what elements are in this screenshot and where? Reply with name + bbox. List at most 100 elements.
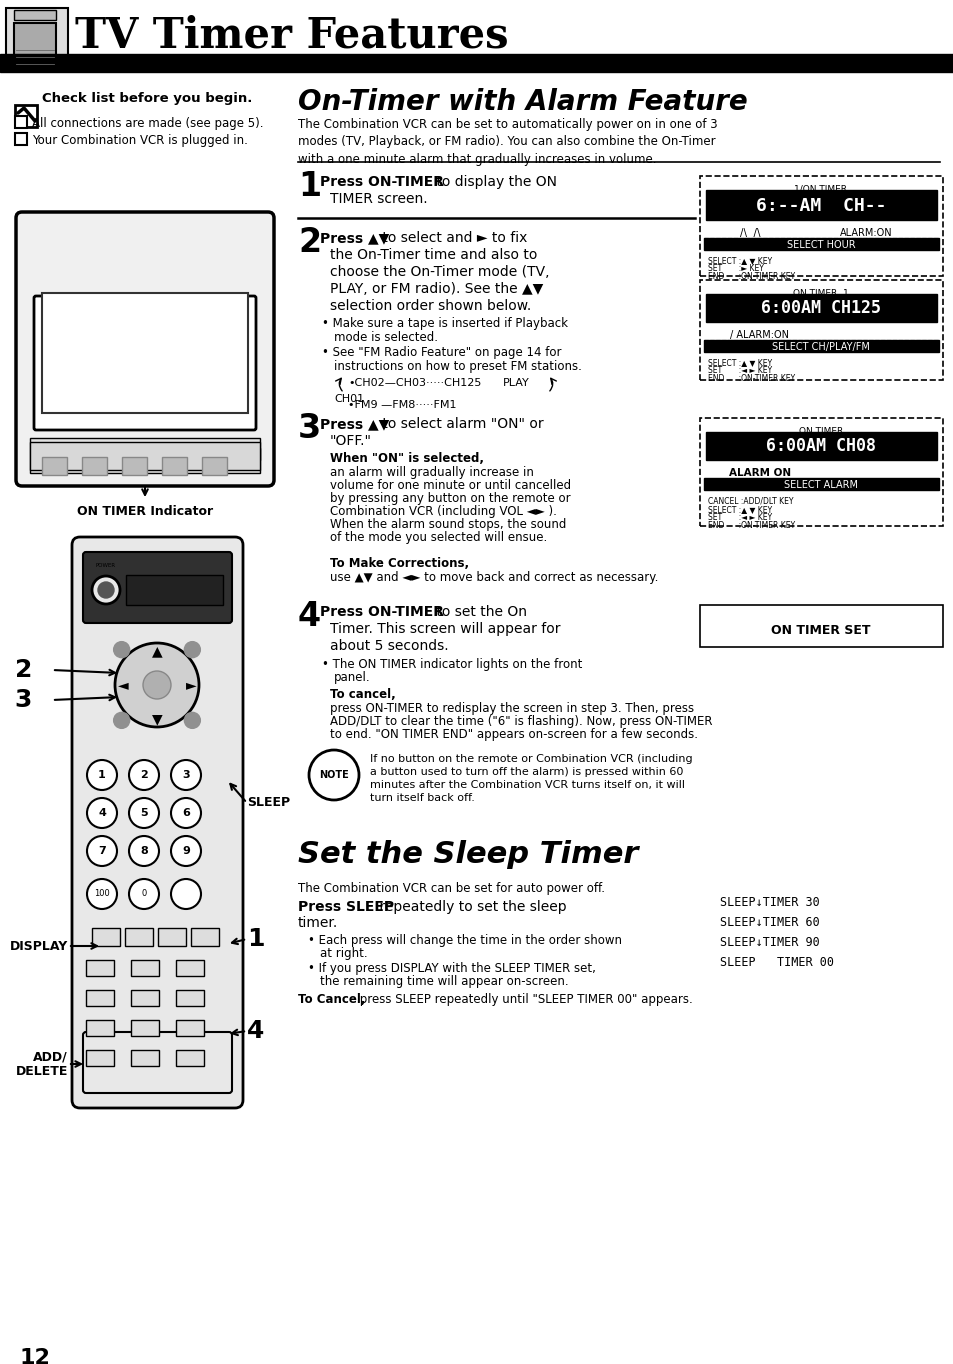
Bar <box>30 442 260 471</box>
Text: choose the On-Timer mode (TV,: choose the On-Timer mode (TV, <box>330 265 549 280</box>
Circle shape <box>113 641 130 657</box>
Text: To Make Corrections,: To Make Corrections, <box>330 557 469 570</box>
Text: When "ON" is selected,: When "ON" is selected, <box>330 451 483 465</box>
Bar <box>703 477 938 490</box>
Text: SLEEP↓TIMER 90: SLEEP↓TIMER 90 <box>720 936 819 949</box>
Text: On-Timer with Alarm Feature: On-Timer with Alarm Feature <box>297 89 747 116</box>
Text: 12: 12 <box>20 1348 51 1364</box>
Bar <box>705 190 936 220</box>
Text: press SLEEP repeatedly until "SLEEP TIMER 00" appears.: press SLEEP repeatedly until "SLEEP TIME… <box>355 993 692 1007</box>
Bar <box>15 116 27 128</box>
Circle shape <box>129 878 159 908</box>
Text: ADD/DLT to clear the time ("6" is flashing). Now, press ON-TIMER: ADD/DLT to clear the time ("6" is flashi… <box>330 715 712 728</box>
Text: to end. "ON TIMER END" appears on-screen for a few seconds.: to end. "ON TIMER END" appears on-screen… <box>330 728 698 741</box>
Text: 0: 0 <box>141 889 147 899</box>
Bar <box>15 105 37 127</box>
FancyBboxPatch shape <box>700 606 942 647</box>
Text: to select and ► to fix: to select and ► to fix <box>377 231 527 246</box>
Text: Press SLEEP: Press SLEEP <box>297 900 394 914</box>
Text: Timer. This screen will appear for: Timer. This screen will appear for <box>330 622 560 636</box>
Text: 2: 2 <box>297 226 321 259</box>
Text: •FM9 —FM8·····FM1: •FM9 —FM8·····FM1 <box>348 400 456 411</box>
Text: • See "FM Radio Feature" on page 14 for: • See "FM Radio Feature" on page 14 for <box>322 346 561 359</box>
Bar <box>131 990 159 1007</box>
Text: turn itself back off.: turn itself back off. <box>370 792 475 803</box>
FancyBboxPatch shape <box>83 1033 232 1093</box>
Text: To cancel,: To cancel, <box>330 687 395 701</box>
Bar <box>703 340 938 352</box>
Circle shape <box>184 712 200 728</box>
Text: END      :ON-TIMER KEY: END :ON-TIMER KEY <box>707 271 794 281</box>
Text: TV Timer Features: TV Timer Features <box>75 15 508 57</box>
Bar <box>125 928 152 947</box>
Bar <box>42 293 248 413</box>
Text: SET       :◄ ► KEY: SET :◄ ► KEY <box>707 366 771 375</box>
Circle shape <box>87 798 117 828</box>
Text: 4: 4 <box>247 1019 264 1043</box>
Bar <box>252 447 260 460</box>
Text: SLEEP↓TIMER 60: SLEEP↓TIMER 60 <box>720 917 819 929</box>
Text: instructions on how to preset FM stations.: instructions on how to preset FM station… <box>334 360 581 372</box>
Circle shape <box>98 582 113 597</box>
Text: "OFF.": "OFF." <box>330 434 372 447</box>
Circle shape <box>171 836 201 866</box>
Bar <box>15 134 27 145</box>
Text: CANCEL :ADD/DLT KEY: CANCEL :ADD/DLT KEY <box>707 496 793 506</box>
Bar <box>14 10 56 20</box>
Text: •CH02—CH03·····CH125: •CH02—CH03·····CH125 <box>348 378 481 387</box>
Text: Set the Sleep Timer: Set the Sleep Timer <box>297 840 638 869</box>
Text: The Combination VCR can be set to automatically power on in one of 3
modes (TV, : The Combination VCR can be set to automa… <box>297 119 717 166</box>
Text: Combination VCR (including VOL ◄► ).: Combination VCR (including VOL ◄► ). <box>330 505 557 518</box>
Text: of the mode you selected will ensue.: of the mode you selected will ensue. <box>330 531 547 544</box>
Text: repeatedly to set the sleep: repeatedly to set the sleep <box>375 900 566 914</box>
Bar <box>86 990 113 1007</box>
Text: to display the ON: to display the ON <box>432 175 557 190</box>
Bar <box>131 1020 159 1037</box>
Text: 3: 3 <box>297 412 321 445</box>
Text: about 5 seconds.: about 5 seconds. <box>330 638 448 653</box>
Text: When the alarm sound stops, the sound: When the alarm sound stops, the sound <box>330 518 566 531</box>
Text: SLEEP↓TIMER 30: SLEEP↓TIMER 30 <box>720 896 819 908</box>
Bar <box>122 457 147 475</box>
Text: ON TIMER: ON TIMER <box>798 427 842 436</box>
Bar <box>705 432 936 460</box>
Text: 6:--AM  CH--: 6:--AM CH-- <box>755 196 885 216</box>
Text: ON TIMER SET: ON TIMER SET <box>770 625 870 637</box>
Circle shape <box>171 878 201 908</box>
Text: use ▲▼ and ◄► to move back and correct as necessary.: use ▲▼ and ◄► to move back and correct a… <box>330 572 658 584</box>
Text: If no button on the remote or Combination VCR (including: If no button on the remote or Combinatio… <box>370 754 692 764</box>
Bar <box>703 237 938 250</box>
Bar <box>126 576 223 606</box>
Text: SET       :► KEY: SET :► KEY <box>707 265 763 273</box>
Text: /\  /\: /\ /\ <box>739 228 760 237</box>
Text: timer.: timer. <box>297 917 338 930</box>
Text: Your Combination VCR is plugged in.: Your Combination VCR is plugged in. <box>32 134 248 147</box>
Circle shape <box>115 642 199 727</box>
Circle shape <box>129 760 159 790</box>
Text: PLAY, or FM radio). See the ▲▼: PLAY, or FM radio). See the ▲▼ <box>330 282 542 296</box>
Circle shape <box>171 798 201 828</box>
Text: an alarm will gradually increase in: an alarm will gradually increase in <box>330 466 534 479</box>
FancyBboxPatch shape <box>6 8 68 64</box>
Text: volume for one minute or until cancelled: volume for one minute or until cancelled <box>330 479 571 492</box>
Circle shape <box>171 760 201 790</box>
Text: ON TIMER Indicator: ON TIMER Indicator <box>77 505 213 518</box>
Bar <box>240 447 248 460</box>
Bar <box>82 457 107 475</box>
Text: SELECT CH/PLAY/FM: SELECT CH/PLAY/FM <box>771 342 869 352</box>
Text: by pressing any button on the remote or: by pressing any button on the remote or <box>330 492 570 505</box>
Bar <box>175 1020 204 1037</box>
Text: 3: 3 <box>14 687 32 712</box>
Text: Press ▲▼: Press ▲▼ <box>319 231 389 246</box>
Text: 6:00AM CH08: 6:00AM CH08 <box>765 436 875 456</box>
Text: ALARM:ON: ALARM:ON <box>840 228 892 237</box>
Text: END      :ON-TIMER KEY: END :ON-TIMER KEY <box>707 521 794 531</box>
Text: • If you press DISPLAY with the SLEEP TIMER set,: • If you press DISPLAY with the SLEEP TI… <box>308 962 596 975</box>
Bar <box>175 1050 204 1067</box>
Text: SELECT HOUR: SELECT HOUR <box>786 240 855 250</box>
Text: PLAY: PLAY <box>502 378 529 387</box>
Text: POWER: POWER <box>96 563 116 567</box>
FancyBboxPatch shape <box>700 280 942 381</box>
Text: 4: 4 <box>98 807 106 818</box>
Circle shape <box>87 836 117 866</box>
